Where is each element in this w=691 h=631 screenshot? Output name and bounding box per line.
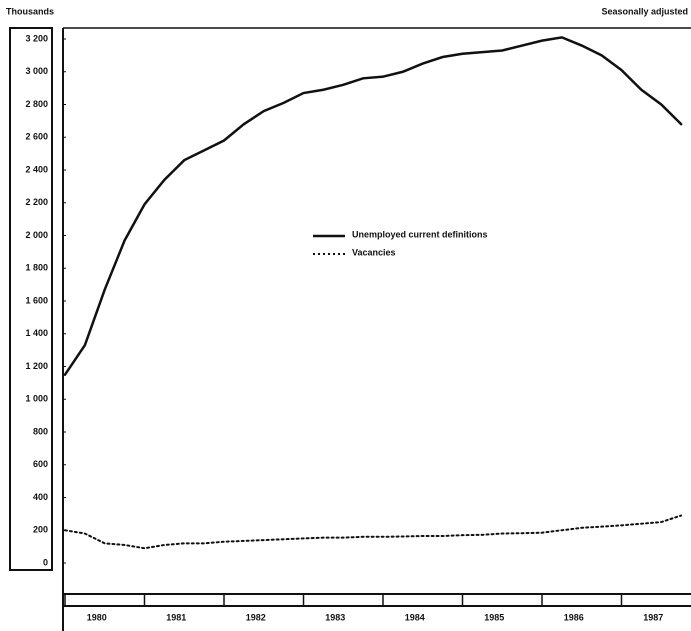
y-tick-label: 2 400 — [25, 164, 48, 174]
legend-label: Vacancies — [352, 247, 396, 257]
x-tick-label: 1985 — [484, 612, 504, 622]
y-tick-label: 0 — [43, 557, 48, 567]
y-tick-label: 1 800 — [25, 263, 48, 273]
note: Seasonally adjusted — [601, 6, 688, 16]
x-tick-label: 1984 — [405, 612, 425, 622]
x-tick-label: 1986 — [564, 612, 584, 622]
y-axis-label: Thousands — [6, 6, 54, 16]
x-tick-label: 1987 — [643, 612, 663, 622]
y-tick-label: 1 600 — [25, 295, 48, 305]
x-tick-label: 1981 — [166, 612, 186, 622]
y-tick-label: 2 000 — [25, 230, 48, 240]
y-tick-label: 200 — [33, 525, 48, 535]
x-tick-label: 1982 — [246, 612, 266, 622]
legend-label: Unemployed current definitions — [352, 229, 488, 239]
y-tick-label: 3 000 — [25, 66, 48, 76]
x-tick-label: 1983 — [325, 612, 345, 622]
y-tick-label: 2 200 — [25, 197, 48, 207]
y-tick-label: 1 000 — [25, 394, 48, 404]
series-line — [63, 36, 683, 376]
y-tick-label: 3 200 — [25, 33, 48, 43]
y-tick-label: 1 400 — [25, 328, 48, 338]
y-tick-label: 2 800 — [25, 99, 48, 109]
x-tick-label: 1980 — [87, 612, 107, 622]
y-tick-label: 2 600 — [25, 132, 48, 142]
y-tick-label: 400 — [33, 492, 48, 502]
series-line — [64, 514, 683, 550]
y-tick-label: 800 — [33, 426, 48, 436]
y-tick-label: 600 — [33, 459, 48, 469]
y-tick-label: 1 200 — [25, 361, 48, 371]
y-axis-box — [9, 27, 53, 571]
